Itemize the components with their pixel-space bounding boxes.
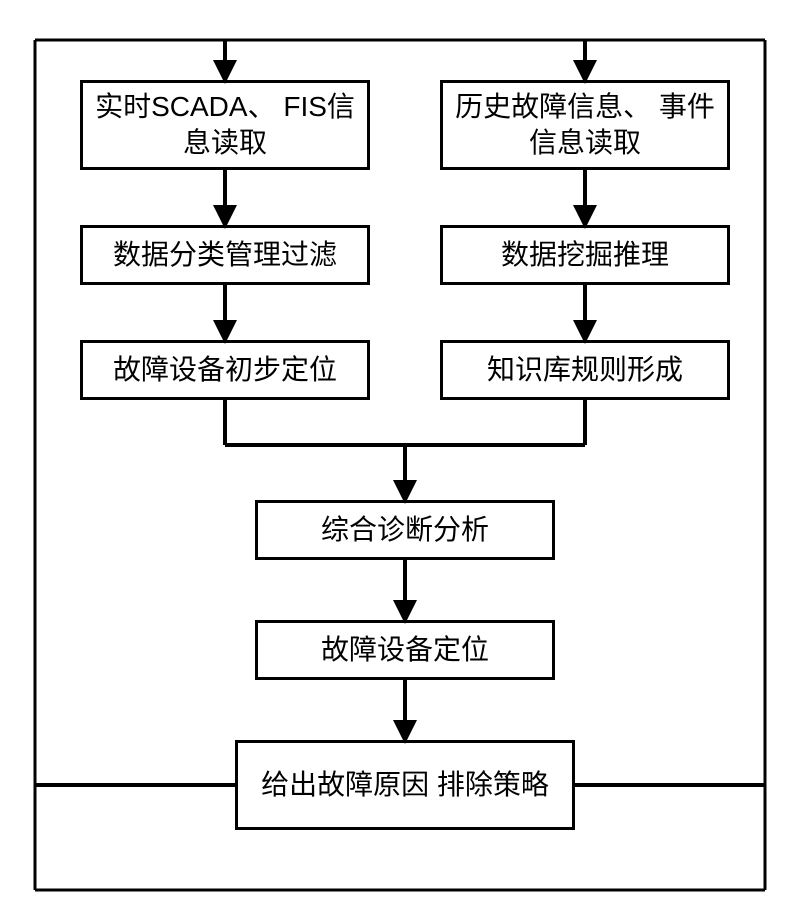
node-comprehensive-analysis: 综合诊断分析 — [255, 500, 555, 560]
node-fault-locate: 故障设备定位 — [255, 620, 555, 680]
node-label: 数据分类管理过滤 — [113, 237, 337, 273]
node-label: 数据挖掘推理 — [501, 237, 669, 273]
node-scada-fis: 实时SCADA、 FIS信息读取 — [80, 80, 370, 170]
node-label: 故障设备初步定位 — [113, 352, 337, 388]
node-label: 知识库规则形成 — [487, 352, 683, 388]
node-label: 实时SCADA、 FIS信息读取 — [91, 89, 359, 162]
node-label: 综合诊断分析 — [321, 512, 489, 548]
node-initial-locate: 故障设备初步定位 — [80, 340, 370, 400]
node-data-filter: 数据分类管理过滤 — [80, 225, 370, 285]
node-label: 给出故障原因 排除策略 — [261, 767, 549, 803]
node-label: 故障设备定位 — [321, 632, 489, 668]
node-history-info: 历史故障信息、 事件信息读取 — [440, 80, 730, 170]
node-knowledge-rules: 知识库规则形成 — [440, 340, 730, 400]
node-fault-strategy: 给出故障原因 排除策略 — [235, 740, 575, 830]
node-data-mining: 数据挖掘推理 — [440, 225, 730, 285]
node-label: 历史故障信息、 事件信息读取 — [451, 89, 719, 162]
